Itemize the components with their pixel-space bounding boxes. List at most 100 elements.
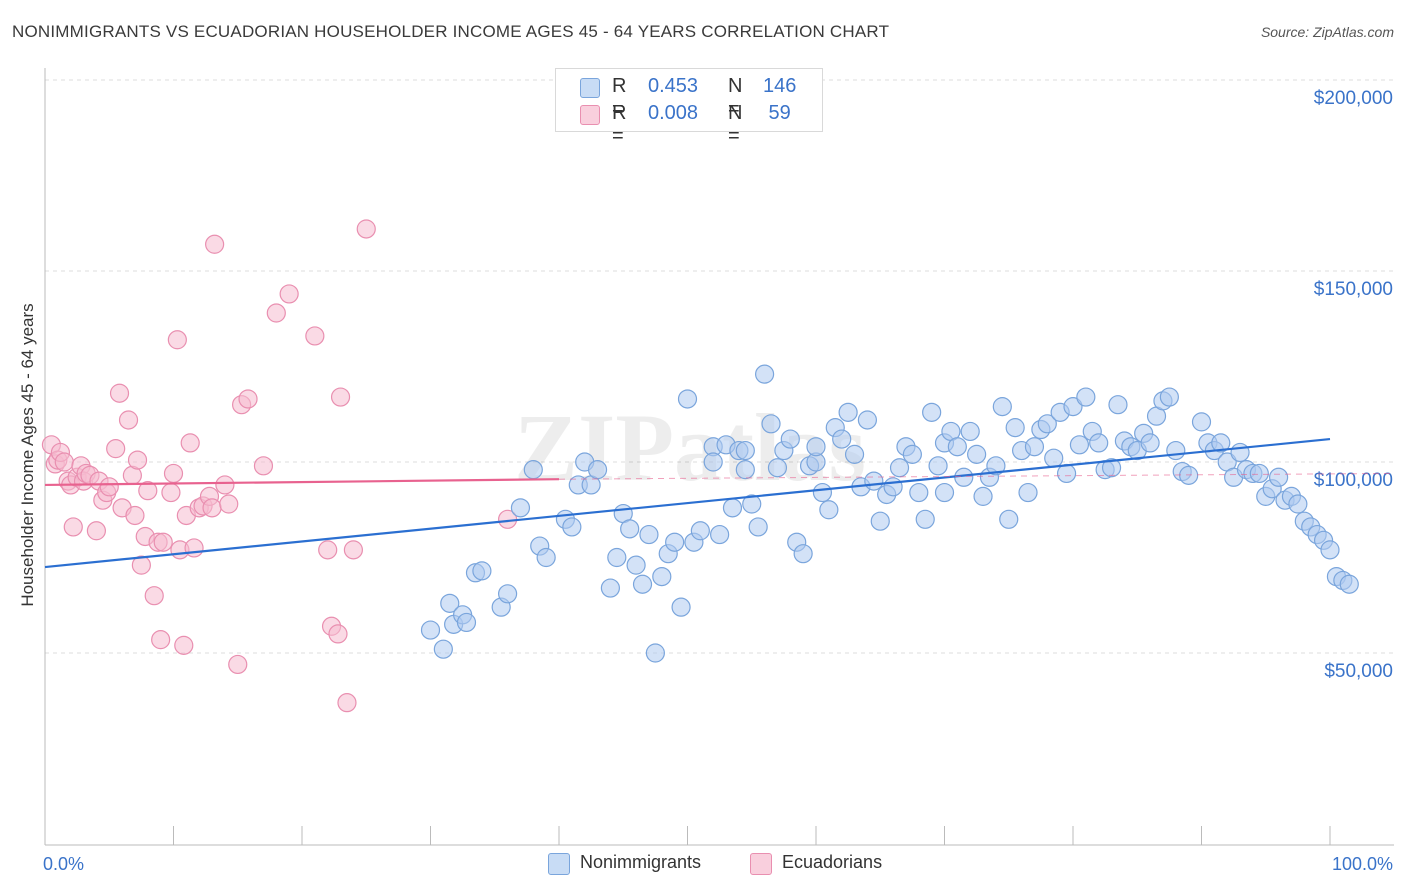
- legend-swatch-pink: [750, 853, 772, 875]
- correlation-legend: R = 0.453 N = 146 R = 0.008 N = 59: [555, 68, 823, 147]
- ecuadorians-point: [328, 624, 348, 644]
- nonimmigrants-point: [440, 593, 460, 613]
- nonimmigrants-point: [928, 456, 948, 476]
- ecuadorians-point: [153, 532, 173, 552]
- ecuadorians-point: [180, 433, 200, 453]
- nonimmigrants-point: [1044, 448, 1064, 468]
- nonimmigrants-point: [947, 437, 967, 457]
- r-label: R =: [612, 102, 627, 147]
- ecuadorians-point: [184, 538, 204, 558]
- ecuadorians-point: [305, 326, 325, 346]
- nonimmigrants-point: [665, 532, 685, 552]
- nonimmigrants-point: [857, 410, 878, 430]
- n-value: 146: [763, 75, 797, 97]
- r-label: R =: [612, 75, 627, 120]
- nonimmigrants-point: [754, 364, 775, 384]
- nonimmigrants-point: [498, 584, 518, 604]
- ecuadorians-trend-line: [44, 478, 560, 487]
- nonimmigrants-point: [742, 494, 762, 514]
- x-tick-label: 0.0%: [43, 854, 84, 874]
- grid-lines: [45, 79, 1394, 654]
- nonimmigrants-point: [1076, 387, 1096, 407]
- nonimmigrants-point: [999, 509, 1019, 529]
- ecuadorians-point: [106, 439, 126, 459]
- ecuadorians-point: [238, 389, 258, 409]
- ecuadorians-point: [63, 517, 83, 537]
- y-tick-label: $100,000: [1314, 470, 1393, 491]
- nonimmigrants-point: [735, 460, 755, 480]
- legend-label: Ecuadorians: [782, 852, 883, 872]
- nonimmigrants-point: [1108, 395, 1128, 415]
- nonimmigrants-point: [992, 397, 1012, 417]
- nonimmigrants-point: [1056, 463, 1077, 484]
- ecuadorians-point: [174, 635, 194, 655]
- nonimmigrants-point: [812, 482, 833, 503]
- nonimmigrants-point: [472, 561, 492, 581]
- y-tick-labels: $50,000 $100,000 $150,000 $200,000: [1314, 88, 1393, 682]
- ecuadorians-point: [131, 555, 151, 575]
- ecuadorians-point: [151, 630, 171, 650]
- nonimmigrants-trend-line: [44, 437, 1331, 569]
- nonimmigrants-point: [562, 517, 582, 537]
- nonimmigrants-point: [909, 482, 929, 503]
- series-ecuadorians-points: [41, 219, 518, 713]
- nonimmigrants-point: [690, 521, 710, 541]
- nonimmigrants-point: [1140, 433, 1160, 453]
- source-note: Source: ZipAtlas.com: [1260, 24, 1394, 40]
- ecuadorians-point: [337, 693, 357, 713]
- nonimmigrants-point: [600, 578, 621, 598]
- nonimmigrants-point: [645, 643, 665, 663]
- nonimmigrants-point: [671, 597, 691, 617]
- nonimmigrants-point: [986, 456, 1006, 476]
- n-label: N =: [728, 102, 743, 147]
- nonimmigrants-point: [864, 471, 884, 491]
- ecuadorians-point: [161, 482, 181, 503]
- nonimmigrants-point: [915, 509, 935, 529]
- nonimmigrants-point: [1166, 440, 1186, 461]
- nonimmigrants-point: [870, 511, 890, 531]
- nonimmigrants-point: [620, 519, 640, 539]
- legend-swatch-blue: [548, 853, 570, 875]
- ecuadorians-point: [343, 540, 363, 560]
- nonimmigrants-point: [838, 402, 858, 422]
- nonimmigrants-point: [1249, 463, 1269, 484]
- n-label: N =: [728, 75, 743, 120]
- ecuadorians-point: [228, 654, 248, 675]
- ecuadorians-point: [163, 463, 184, 484]
- nonimmigrants-point: [1101, 458, 1122, 478]
- ecuadorians-point: [356, 219, 376, 239]
- nonimmigrants-point: [703, 452, 723, 472]
- nonimmigrants-point: [1018, 482, 1038, 503]
- nonimmigrants-point: [960, 421, 980, 442]
- nonimmigrants-point: [607, 547, 627, 568]
- ecuadorians-point: [266, 303, 286, 323]
- nonimmigrants-point: [652, 566, 672, 587]
- nonimmigrants-point: [1211, 433, 1231, 453]
- nonimmigrants-point: [780, 429, 800, 449]
- nonimmigrants-point: [1089, 433, 1109, 453]
- nonimmigrants-point: [710, 524, 730, 545]
- trend-lines: [44, 437, 1395, 569]
- ecuadorians-point: [118, 410, 139, 430]
- nonimmigrants-point: [1024, 437, 1045, 457]
- nonimmigrants-point: [1069, 435, 1090, 455]
- ecuadorians-point: [86, 521, 107, 541]
- nonimmigrants-point: [626, 555, 646, 575]
- nonimmigrants-point: [902, 444, 922, 464]
- ecuadorians-point: [54, 452, 74, 472]
- ecuadorians-point: [125, 505, 145, 526]
- nonimmigrants-point: [1037, 414, 1057, 434]
- ecuadorians-point: [215, 475, 235, 495]
- series-nonimmigrants-points: [420, 364, 1359, 663]
- nonimmigrants-point: [639, 524, 659, 545]
- nonimmigrants-point: [934, 482, 955, 503]
- legend-label: Nonimmigrants: [580, 852, 702, 872]
- nonimmigrants-point: [819, 500, 839, 520]
- nonimmigrants-point: [510, 498, 531, 518]
- legend-swatch-blue: [580, 78, 600, 98]
- ecuadorians-point: [219, 494, 239, 514]
- nonimmigrants-point: [922, 402, 942, 422]
- ecuadorians-point: [318, 540, 338, 560]
- nonimmigrants-point: [536, 547, 556, 568]
